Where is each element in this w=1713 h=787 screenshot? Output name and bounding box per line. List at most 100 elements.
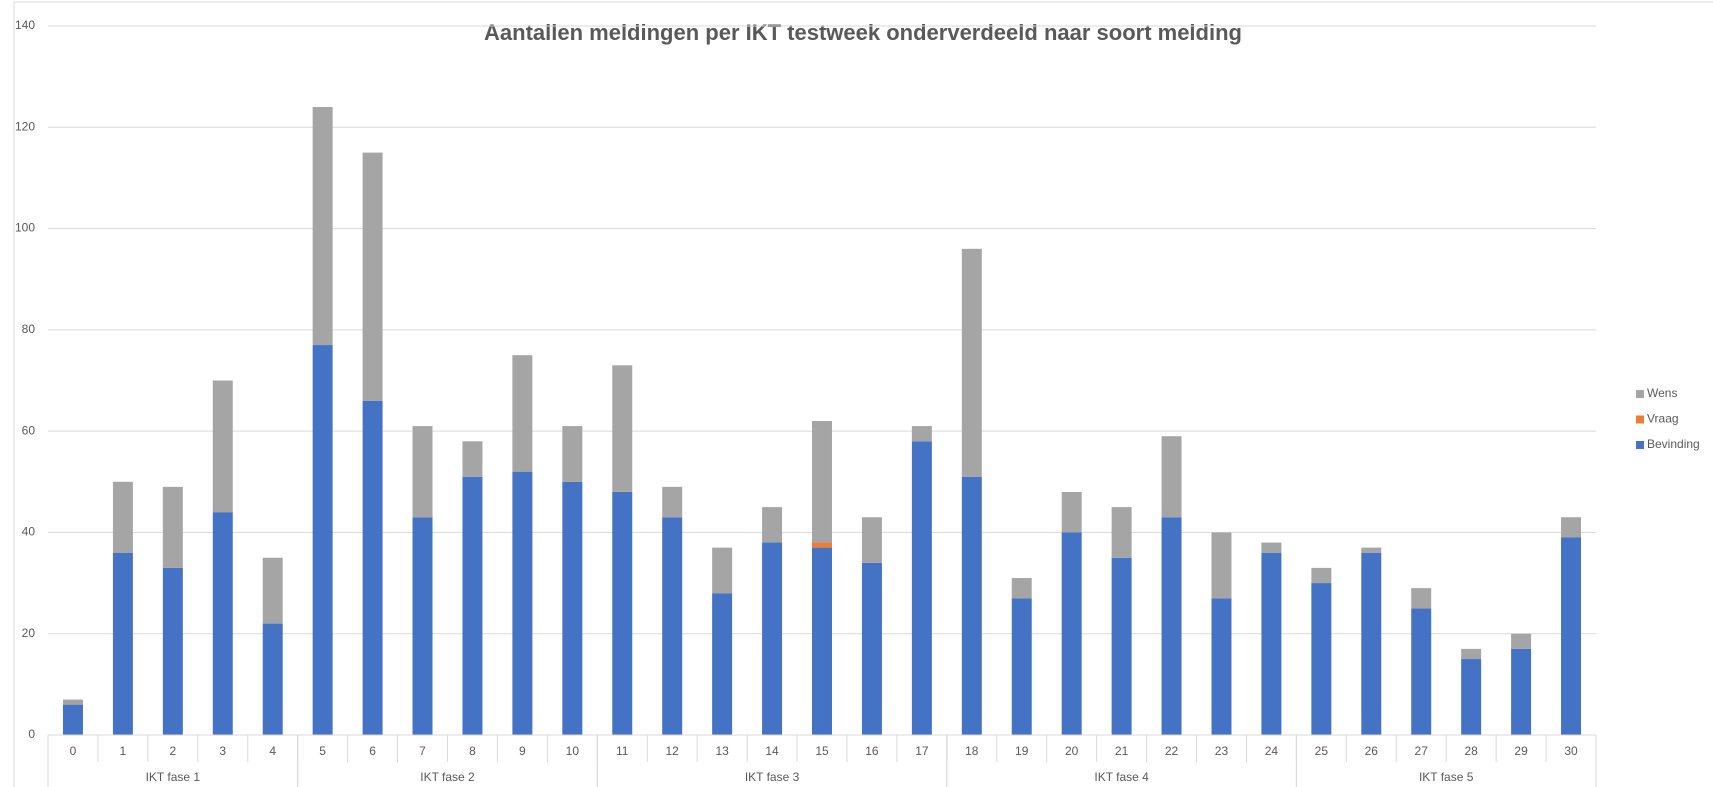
x-tick-label: 13 — [715, 744, 729, 758]
group-label: IKT fase 2 — [420, 770, 475, 784]
bar-segment — [112, 552, 133, 735]
x-tick-label: 19 — [1015, 744, 1029, 758]
bar-segment — [1111, 507, 1132, 558]
x-tick-label: 1 — [120, 744, 127, 758]
bar-segment — [861, 517, 882, 563]
y-tick-label: 140 — [15, 18, 35, 32]
y-tick-label: 120 — [15, 119, 35, 133]
x-tick-label: 2 — [169, 744, 176, 758]
bar-segment — [1261, 542, 1282, 553]
x-tick-label: 7 — [419, 744, 426, 758]
bar-segment — [62, 699, 83, 705]
x-tick-label: 12 — [666, 744, 680, 758]
bar-segment — [662, 486, 683, 518]
bar-segment — [712, 593, 733, 735]
bar-segment — [1261, 552, 1282, 735]
y-tick-label: 0 — [28, 727, 35, 741]
x-tick-label: 9 — [519, 744, 526, 758]
bar-segment — [1511, 633, 1532, 649]
bar-segment — [162, 567, 183, 735]
legend-label: Vraag — [1647, 412, 1679, 426]
bar-segment — [1361, 547, 1382, 553]
x-tick-label: 24 — [1265, 744, 1279, 758]
bar-segment — [1111, 557, 1132, 735]
x-tick-label: 4 — [269, 744, 276, 758]
x-tick-label: 20 — [1065, 744, 1079, 758]
bar-segment — [1461, 648, 1482, 660]
bar-segment — [612, 491, 633, 735]
bar-segment — [961, 476, 982, 735]
bar-segment — [112, 481, 133, 553]
x-tick-label: 30 — [1564, 744, 1578, 758]
bar-segment — [162, 486, 183, 568]
bar-segment — [412, 517, 433, 735]
x-tick-label: 27 — [1415, 744, 1429, 758]
x-tick-label: 16 — [865, 744, 879, 758]
bar-segment — [512, 355, 533, 472]
bar-segment — [911, 441, 932, 735]
x-tick-label: 15 — [815, 744, 829, 758]
bar-segment — [1411, 588, 1432, 609]
x-tick-label: 29 — [1514, 744, 1528, 758]
bar-segment — [312, 107, 333, 346]
bar-segment — [961, 248, 982, 477]
bar-segment — [1411, 608, 1432, 735]
bar-segment — [812, 547, 832, 735]
x-tick-label: 10 — [566, 744, 580, 758]
bar-segment — [1011, 578, 1032, 599]
x-tick-label: 5 — [319, 744, 326, 758]
legend-swatch — [1636, 441, 1644, 449]
bar-segment — [1561, 537, 1582, 735]
x-tick-label: 6 — [369, 744, 376, 758]
bar-segment — [562, 481, 583, 735]
y-tick-label: 100 — [15, 221, 35, 235]
bar-segment — [1361, 552, 1382, 735]
x-tick-label: 11 — [616, 744, 629, 758]
bar-segment — [212, 380, 233, 513]
x-tick-label: 22 — [1165, 744, 1179, 758]
bar-segment — [1061, 532, 1082, 735]
bar-segment — [462, 476, 483, 735]
x-tick-label: 23 — [1215, 744, 1229, 758]
x-tick-label: 25 — [1315, 744, 1329, 758]
bar-segment — [1311, 567, 1332, 584]
legend-label: Wens — [1647, 386, 1677, 400]
bar-segment — [1061, 491, 1082, 533]
bar-segment — [911, 426, 932, 442]
bar-segment — [662, 517, 683, 735]
x-tick-label: 28 — [1464, 744, 1478, 758]
y-tick-label: 20 — [22, 626, 36, 640]
y-tick-label: 80 — [22, 322, 36, 336]
bar-segment — [1161, 517, 1182, 735]
bar-segment — [1161, 436, 1182, 518]
bar-segment — [462, 441, 483, 477]
group-label: IKT fase 3 — [745, 770, 800, 784]
bar-segment — [262, 623, 283, 735]
legend-swatch — [1636, 415, 1644, 424]
bar-segment — [62, 704, 83, 735]
bar-segment — [1211, 532, 1232, 599]
group-label: IKT fase 5 — [1419, 770, 1474, 784]
legend-swatch — [1636, 390, 1644, 398]
bar-segment — [762, 507, 783, 543]
bar-segment — [1561, 517, 1582, 538]
bar-segment — [712, 547, 733, 594]
bar-segment — [1511, 648, 1532, 735]
y-tick-label: 40 — [22, 525, 36, 539]
bar-segment — [362, 400, 383, 735]
bar-segment — [812, 542, 832, 548]
bar-segment — [412, 426, 433, 518]
bar-segment — [762, 542, 783, 735]
y-tick-label: 60 — [22, 423, 36, 437]
legend-label: Bevinding — [1647, 437, 1700, 451]
bar-segment — [812, 421, 832, 543]
x-tick-label: 17 — [915, 744, 929, 758]
x-tick-label: 0 — [70, 744, 77, 758]
bar-segment — [262, 557, 283, 624]
x-tick-label: 3 — [219, 744, 226, 758]
bar-segment — [1461, 659, 1482, 735]
bar-segment — [1011, 598, 1032, 735]
bar-segment — [312, 345, 333, 735]
x-tick-label: 26 — [1365, 744, 1379, 758]
bar-segment — [612, 365, 633, 492]
